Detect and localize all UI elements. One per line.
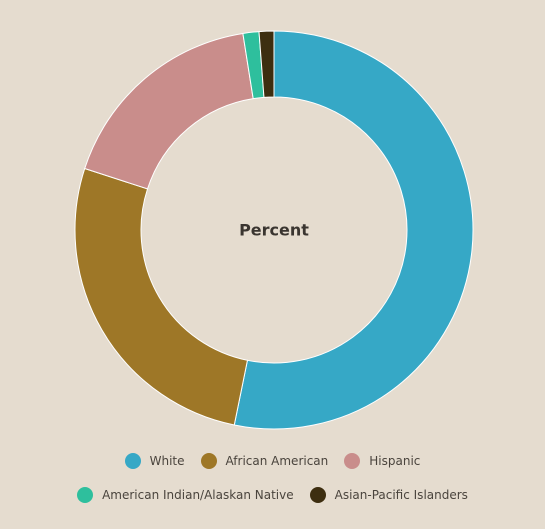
legend-item-white[interactable]: White xyxy=(124,453,185,469)
legend-swatch-white xyxy=(124,453,141,469)
legend-swatch-hispanic xyxy=(344,453,361,469)
legend-swatch-asian-pacific xyxy=(309,487,326,503)
legend-label-hispanic: Hispanic xyxy=(369,454,421,468)
legend-label-white: White xyxy=(149,454,185,468)
donut-center-label: Percent xyxy=(239,221,309,240)
donut-slices xyxy=(74,30,474,430)
donut-chart: Percent xyxy=(74,30,474,430)
legend-label-african-american: African American xyxy=(225,454,329,468)
legend-label-asian-pacific: Asian-Pacific Islanders xyxy=(334,488,468,502)
slice-asian-pacific-islanders[interactable] xyxy=(258,30,275,98)
slice-african-american[interactable] xyxy=(74,167,249,426)
legend-row-2: American Indian/Alaskan Native Asian-Pac… xyxy=(0,487,545,503)
legend-label-american-indian: American Indian/Alaskan Native xyxy=(102,488,294,502)
legend-item-african-american[interactable]: African American xyxy=(200,453,329,469)
legend-swatch-african-american xyxy=(200,453,217,469)
legend-item-asian-pacific[interactable]: Asian-Pacific Islanders xyxy=(309,487,468,503)
legend-item-hispanic[interactable]: Hispanic xyxy=(344,453,420,469)
legend-item-american-indian[interactable]: American Indian/Alaskan Native xyxy=(77,487,294,503)
legend-swatch-american-indian xyxy=(77,487,94,503)
slice-white[interactable] xyxy=(233,30,474,430)
legend-row-1: White African American Hispanic xyxy=(0,453,545,469)
slice-hispanic[interactable] xyxy=(84,32,254,190)
